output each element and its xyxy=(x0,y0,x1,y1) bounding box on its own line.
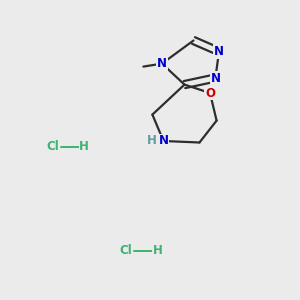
Text: N: N xyxy=(210,71,220,85)
Text: N: N xyxy=(157,57,167,70)
Text: O: O xyxy=(205,86,215,100)
Text: H: H xyxy=(147,134,157,148)
Text: H: H xyxy=(153,244,162,257)
Text: H: H xyxy=(79,140,89,154)
Text: Cl: Cl xyxy=(120,244,132,257)
Text: Cl: Cl xyxy=(46,140,59,154)
Text: N: N xyxy=(158,134,169,148)
Text: N: N xyxy=(214,45,224,58)
